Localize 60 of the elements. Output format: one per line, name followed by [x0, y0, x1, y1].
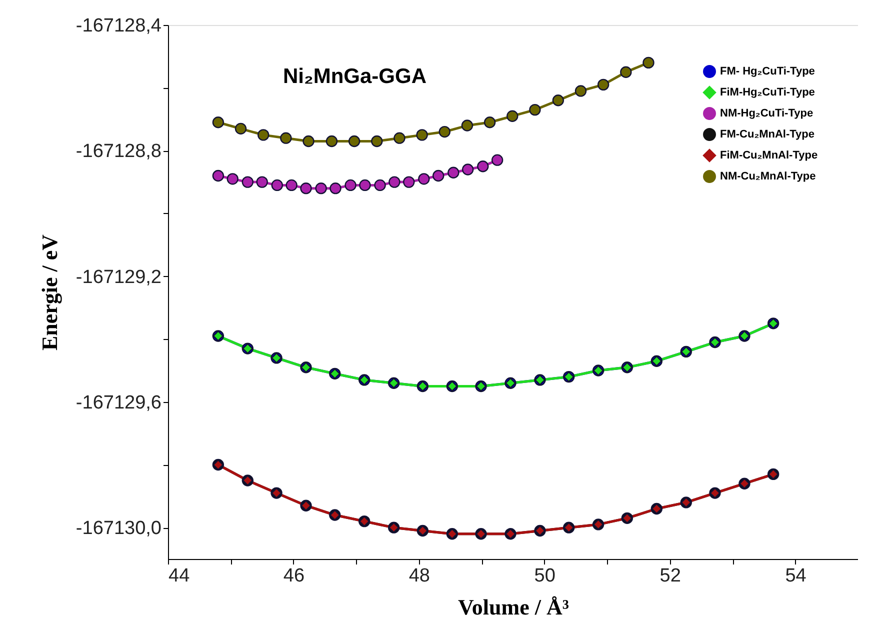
point	[477, 160, 489, 172]
y-axis-title: Energie / eV	[36, 234, 62, 351]
point	[315, 182, 327, 194]
point	[212, 116, 224, 128]
point	[330, 182, 342, 194]
point	[574, 85, 587, 97]
point	[438, 126, 450, 138]
point	[226, 173, 238, 185]
legend-label: NM-Hg₂CuTi-Type	[720, 108, 814, 120]
point	[416, 129, 428, 141]
x-tick-label: 46	[283, 566, 305, 586]
point	[286, 179, 298, 192]
y-tick-label: -167128,4	[76, 16, 162, 36]
point	[448, 166, 460, 178]
legend-label: NM-Cu₂MnAl-Type	[720, 170, 816, 182]
point	[462, 164, 474, 176]
x-tick-label: 52	[660, 566, 681, 586]
point	[418, 173, 430, 185]
point	[302, 135, 314, 148]
point	[280, 132, 292, 144]
x-tick-label: 44	[168, 566, 190, 586]
point	[388, 176, 400, 188]
point	[326, 135, 338, 148]
point	[300, 182, 312, 194]
point	[242, 176, 254, 188]
point	[403, 176, 415, 188]
text: Ni₂MnGa-GGA	[283, 65, 426, 88]
point	[506, 110, 518, 122]
y-tick-label: -167129,2	[76, 266, 162, 288]
point	[212, 170, 224, 182]
y-tick-label: -167129,6	[76, 392, 162, 414]
legend-label: FiM-Hg₂CuTi-Type	[720, 86, 815, 98]
point	[529, 104, 541, 116]
y-tick-label: -167130,0	[76, 518, 162, 540]
x-tick-label: 48	[408, 566, 430, 586]
point	[642, 56, 654, 69]
point	[271, 179, 283, 192]
point	[461, 120, 474, 132]
point	[484, 116, 496, 128]
x-tick-label: 50	[534, 566, 556, 586]
point	[394, 132, 406, 144]
y-tick-label: -167128,8	[76, 141, 162, 162]
point	[359, 179, 371, 192]
point	[597, 78, 610, 91]
point	[344, 179, 356, 192]
point	[258, 129, 270, 141]
point	[234, 122, 247, 134]
legend-label: FM-Cu₂MnAl-Type	[720, 128, 814, 140]
x-tick-label: 54	[785, 566, 807, 586]
point	[371, 135, 383, 148]
x-axis-title: Volume / Å³	[458, 594, 570, 620]
point	[256, 176, 268, 188]
legend-label: FM- Hg₂CuTi-Type	[720, 66, 815, 78]
point	[491, 154, 504, 166]
point	[348, 135, 360, 148]
point	[552, 94, 564, 106]
point	[432, 170, 444, 182]
point	[620, 66, 632, 78]
point	[374, 179, 386, 192]
legend-label: FiM-Cu₂MnAl-Type	[720, 150, 818, 162]
